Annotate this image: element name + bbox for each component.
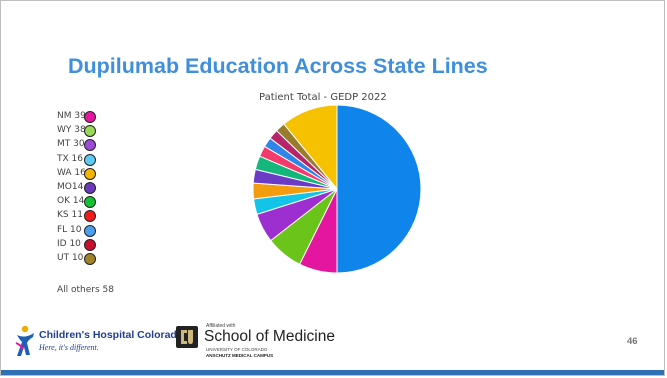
childrens-hospital-name: Children's Hospital Colorado: [39, 329, 184, 341]
legend-item-label: WY 38: [57, 125, 86, 136]
chart-title: Patient Total - GEDP 2022: [259, 92, 387, 103]
legend-item-label: NM 39: [57, 111, 86, 121]
slide-number: 46: [627, 336, 638, 347]
legend-swatch: [84, 111, 96, 123]
legend-swatch: [84, 196, 96, 209]
legend-swatch: [84, 210, 96, 223]
legend-swatch: [84, 153, 96, 166]
school-of-medicine-logo: Affiliated with School of Medicine UNIVE…: [175, 321, 365, 363]
legend-item-label: ID 10: [57, 238, 81, 249]
legend-swatch: [84, 125, 96, 138]
legend-swatch: [84, 167, 96, 180]
som-campus: ANSCHUTZ MEDICAL CAMPUS: [206, 353, 274, 358]
legend-item-label: FL 10: [57, 224, 82, 235]
pie-slice-12: [283, 104, 338, 191]
legend-swatch: [84, 224, 96, 237]
slide-title: Dupilumab Education Across State Lines: [68, 54, 488, 78]
cu-logo-icon: [176, 326, 198, 348]
som-university: UNIVERSITY OF COLORADO: [206, 347, 268, 352]
pie-slice-0: [336, 104, 422, 274]
legend-swatch: [84, 252, 96, 265]
legend-item-label: MT 30: [57, 139, 85, 150]
legend-item-label: TX 16: [57, 153, 83, 164]
legend-swatch: [84, 181, 96, 194]
legend-swatch: [84, 238, 96, 251]
childrens-hospital-logo: Children's Hospital Colorado Here, it's …: [15, 323, 183, 363]
childrens-hospital-tagline: Here, it's different.: [39, 343, 99, 352]
som-affiliation: Affiliated with: [206, 323, 236, 329]
legend-item-label: WA 16: [57, 167, 86, 178]
childrens-figure-icon: [15, 325, 34, 356]
som-name: School of Medicine: [204, 328, 335, 345]
pie-chart: [252, 104, 422, 274]
legend-others: All others 58: [57, 285, 114, 295]
legend-item-label: MO14: [57, 181, 84, 192]
footer-bar: [1, 370, 664, 375]
legend-item-label: KS 11: [57, 210, 83, 221]
legend-item-label: UT 10: [57, 252, 84, 263]
legend-swatch: [84, 139, 96, 152]
legend-item-label: OK 14: [57, 196, 85, 207]
